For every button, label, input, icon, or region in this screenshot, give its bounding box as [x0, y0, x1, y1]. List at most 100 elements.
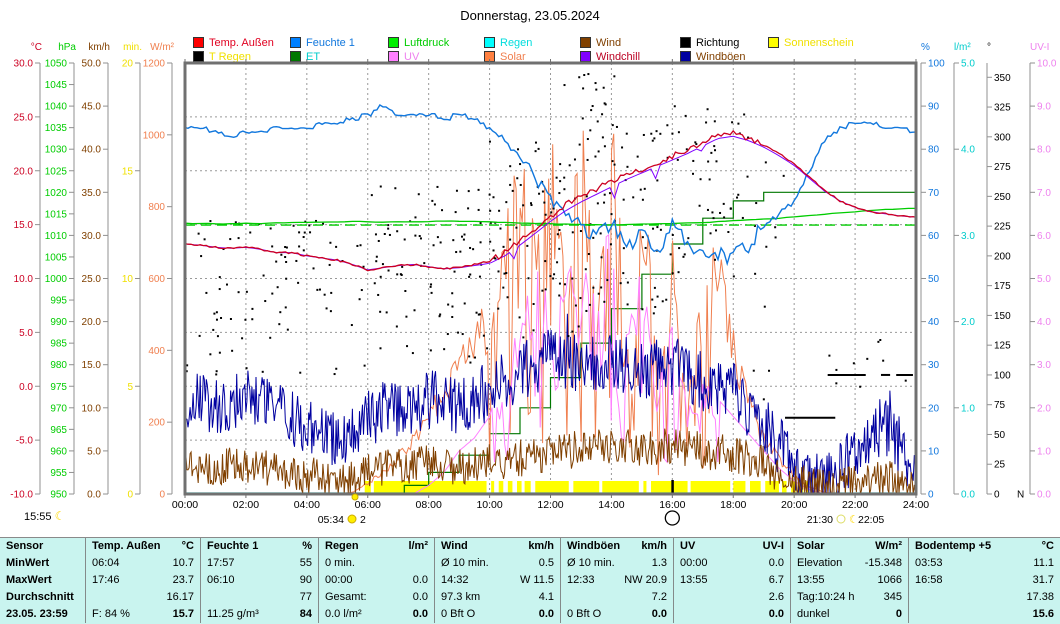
svg-text:12:00: 12:00	[537, 499, 563, 511]
svg-text:3.0: 3.0	[1037, 360, 1051, 371]
svg-text:0: 0	[928, 490, 934, 501]
table-cell: 77	[200, 589, 318, 606]
svg-text:985: 985	[50, 339, 67, 350]
svg-text:20.0: 20.0	[82, 317, 102, 328]
page-title: Donnerstag, 23.05.2024	[460, 8, 600, 23]
svg-text:100: 100	[994, 370, 1011, 381]
svg-text:0.0: 0.0	[1037, 490, 1051, 501]
svg-text:10.0: 10.0	[82, 403, 102, 414]
svg-text:2: 2	[360, 514, 366, 526]
svg-text:1000: 1000	[45, 274, 68, 285]
svg-text:%: %	[921, 42, 930, 53]
legend-label: ET	[306, 50, 321, 63]
row-label: 23.05. 23:59	[6, 608, 68, 620]
svg-text:1015: 1015	[45, 209, 68, 220]
column-header-solar: Solar W/m²	[790, 538, 908, 555]
svg-text:1.0: 1.0	[1037, 446, 1051, 457]
svg-text:40: 40	[928, 317, 940, 328]
table-cell: Elevation -15.348	[790, 555, 908, 572]
svg-text:225: 225	[994, 222, 1011, 233]
sunshine-bar	[535, 481, 569, 493]
svg-text:10.0: 10.0	[14, 274, 34, 285]
weather-chart: °C-10.0-5.00.05.010.015.020.025.030.0hPa…	[10, 42, 1057, 526]
svg-text:6.0: 6.0	[1037, 231, 1051, 242]
svg-text:8.0: 8.0	[1037, 145, 1051, 156]
svg-text:04:00: 04:00	[294, 499, 320, 511]
svg-text:1030: 1030	[45, 145, 68, 156]
legend-label: T Regen	[209, 50, 251, 63]
sunshine-bar	[690, 481, 731, 493]
svg-text:300: 300	[994, 132, 1011, 143]
svg-text:15.0: 15.0	[82, 360, 102, 371]
table-row: 23.05. 23:59 F: 84 % 15.7 11.25 g/m³ 84 0.0 l…	[0, 606, 1060, 623]
svg-text:1045: 1045	[45, 80, 68, 91]
svg-text:980: 980	[50, 360, 67, 371]
table-cell: 0.0 l/m² 0.0	[318, 606, 434, 623]
svg-text:5: 5	[127, 382, 133, 393]
legend-item-luftdruck: Luftdruck	[388, 36, 449, 49]
sunshine-bar	[573, 481, 600, 493]
sunshine-bar	[524, 481, 531, 493]
svg-text:22:00: 22:00	[842, 499, 868, 511]
legend-item-sonnenschein: Sonnenschein	[768, 36, 854, 49]
svg-text:325: 325	[994, 103, 1011, 114]
svg-text:990: 990	[50, 317, 67, 328]
column-header-windb-en: Windböen km/h	[560, 538, 673, 555]
svg-text:90: 90	[928, 102, 940, 113]
svg-text:1200: 1200	[143, 59, 166, 70]
table-cell: 0 min.	[318, 555, 434, 572]
svg-text:5.0: 5.0	[87, 446, 101, 457]
table-cell: 00:00 0.0	[318, 572, 434, 589]
svg-text:21:30: 21:30	[807, 514, 833, 526]
svg-text:100: 100	[928, 59, 945, 70]
table-row: Durchschnitt 16.17 77 Gesamt: 0.0 97.3 km 4.1 7…	[0, 589, 1060, 606]
svg-text:1040: 1040	[45, 102, 68, 113]
svg-text:80: 80	[928, 145, 940, 156]
sunshine-bar	[806, 481, 810, 493]
legend-label: Windchill	[596, 50, 641, 63]
legend-label: Solar	[500, 50, 526, 63]
legend-item-feuchte-1: Feuchte 1	[290, 36, 355, 49]
table-cell: Ø 10 min. 1.3	[560, 555, 673, 572]
legend-item-wind: Wind	[580, 36, 621, 49]
svg-text:10: 10	[122, 274, 134, 285]
table-cell: 06:04 10.7	[85, 555, 200, 572]
svg-text:30.0: 30.0	[14, 59, 34, 70]
svg-text:25.0: 25.0	[14, 112, 34, 123]
column-header-uv: UV UV-I	[673, 538, 790, 555]
svg-text:3.0: 3.0	[961, 231, 975, 242]
legend-color-swatch	[193, 37, 204, 48]
table-cell: 12:33 NW 20.9	[560, 572, 673, 589]
table-cell: 17.38	[908, 589, 1060, 606]
table-cell: 0 Bft O 0.0	[434, 606, 560, 623]
svg-text:20: 20	[122, 59, 134, 70]
svg-text:50.0: 50.0	[82, 59, 102, 70]
svg-text:02:00: 02:00	[233, 499, 259, 511]
svg-text:°: °	[987, 42, 991, 53]
legend-label: UV	[404, 50, 420, 63]
svg-text:2.0: 2.0	[1037, 403, 1051, 414]
svg-text:0: 0	[994, 490, 1000, 501]
svg-text:250: 250	[994, 192, 1011, 203]
svg-text:70: 70	[928, 188, 940, 199]
sunshine-bar	[750, 481, 761, 493]
svg-text:20:00: 20:00	[781, 499, 807, 511]
legend-color-swatch	[388, 37, 399, 48]
legend-label: Temp. Außen	[209, 36, 274, 49]
table-cell: 0.0	[673, 606, 790, 623]
sunshine-bar	[498, 481, 504, 493]
svg-text:2.0: 2.0	[961, 317, 975, 328]
sunshine-bar	[733, 481, 746, 493]
svg-text:35.0: 35.0	[82, 188, 102, 199]
svg-text:4.0: 4.0	[1037, 317, 1051, 328]
svg-text:400: 400	[148, 346, 165, 357]
svg-text:30: 30	[928, 360, 940, 371]
legend-color-swatch	[680, 37, 691, 48]
table-cell: 2.6	[673, 589, 790, 606]
sunshine-bar	[651, 481, 688, 493]
table-cell: 16.17	[85, 589, 200, 606]
svg-text:950: 950	[50, 490, 67, 501]
sensor-summary-table: Sensor Temp. Außen °C Feuchte 1% Regen l/m² Wi…	[0, 537, 1060, 624]
svg-text:125: 125	[994, 341, 1011, 352]
svg-text:25: 25	[994, 460, 1006, 471]
